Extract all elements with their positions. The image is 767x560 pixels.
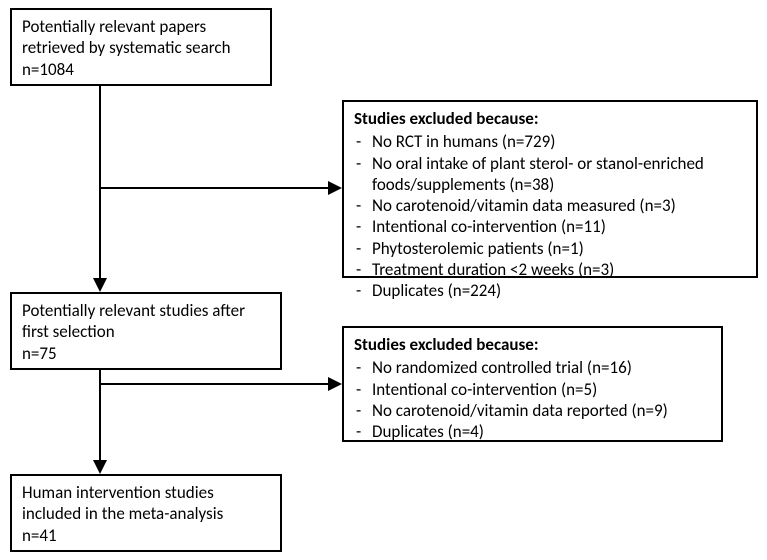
exclusion-2-title: Studies excluded because: (354, 334, 539, 355)
exclusion-1-item: No carotenoid/vitamin data measured (n=3… (372, 195, 746, 216)
exclusion-1-item: Phytosterolemic patients (n=1) (372, 238, 746, 259)
node-mid-line2: first selection (22, 321, 115, 342)
node-start-line1: Potentially relevant papers (22, 16, 206, 37)
exclusion-2-item: No carotenoid/vitamin data reported (n=9… (372, 400, 711, 421)
exclusion-2-item: Intentional co-intervention (n=5) (372, 379, 711, 400)
exclusion-2-item: No randomized controlled trial (n=16) (372, 357, 711, 378)
node-end-line1: Human intervention studies (22, 482, 214, 503)
node-mid: Potentially relevant studies after first… (10, 292, 282, 370)
exclusion-1-item: No RCT in humans (n=729) (372, 131, 746, 152)
node-end-line3: n=41 (22, 525, 57, 546)
node-start-line2: retrieved by systematic search (22, 37, 231, 58)
exclusion-1-title: Studies excluded because: (354, 108, 539, 129)
node-end: Human intervention studies included in t… (10, 474, 282, 552)
exclusion-2-list: No randomized controlled trial (n=16) In… (354, 357, 711, 442)
exclusion-1-list: No RCT in humans (n=729) No oral intake … (354, 131, 746, 301)
node-exclusion-1: Studies excluded because: No RCT in huma… (342, 100, 758, 278)
node-start-line3: n=1084 (22, 59, 74, 80)
exclusion-1-item: No oral intake of plant sterol- or stano… (372, 153, 746, 196)
edge-start-mid-arrowhead (93, 278, 107, 292)
node-mid-line1: Potentially relevant studies after (22, 300, 245, 321)
exclusion-1-item: Intentional co-intervention (n=11) (372, 216, 746, 237)
edge-mid-end-arrowhead (93, 460, 107, 474)
exclusion-2-item: Duplicates (n=4) (372, 421, 711, 442)
node-mid-line3: n=75 (22, 343, 57, 364)
edge-branch-excl1-arrowhead (328, 181, 342, 195)
exclusion-1-item: Treatment duration <2 weeks (n=3) (372, 259, 746, 280)
node-exclusion-2: Studies excluded because: No randomized … (342, 326, 723, 442)
exclusion-1-item: Duplicates (n=224) (372, 280, 746, 301)
node-end-line2: included in the meta-analysis (22, 503, 223, 524)
edge-branch-excl2-arrowhead (328, 377, 342, 391)
node-start: Potentially relevant papers retrieved by… (10, 8, 272, 86)
